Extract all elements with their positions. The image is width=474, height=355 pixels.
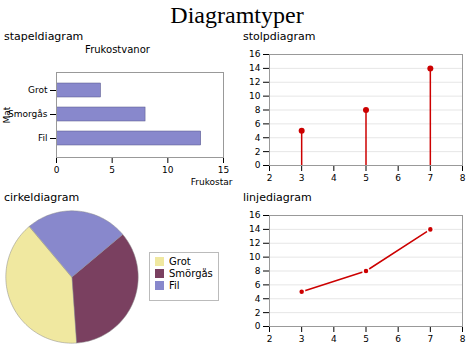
svg-text:4: 4 xyxy=(255,133,261,143)
svg-text:0: 0 xyxy=(255,321,261,331)
svg-text:Frukostar: Frukostar xyxy=(191,177,233,187)
svg-text:6: 6 xyxy=(255,119,261,129)
svg-text:2: 2 xyxy=(255,147,261,157)
svg-text:0: 0 xyxy=(255,160,261,170)
svg-text:4: 4 xyxy=(331,334,337,344)
svg-text:2: 2 xyxy=(255,308,261,318)
html-text:Diagramtyper: Diagramtyper xyxy=(170,2,304,28)
html-text:Fil: Fil xyxy=(169,280,180,291)
html-text:linjediagram: linjediagram xyxy=(243,191,312,204)
svg-text:15: 15 xyxy=(218,165,229,175)
svg-text:Smorgås: Smorgås xyxy=(8,109,48,119)
svg-text:4: 4 xyxy=(331,173,337,183)
html-text:Frukostvanor: Frukostvanor xyxy=(85,44,150,55)
svg-text:8: 8 xyxy=(255,266,261,276)
svg-text:4: 4 xyxy=(255,294,261,304)
svg-text:8: 8 xyxy=(255,105,261,115)
svg-text:5: 5 xyxy=(109,165,115,175)
svg-text:14: 14 xyxy=(249,63,261,73)
svg-text:6: 6 xyxy=(395,334,401,344)
svg-text:2: 2 xyxy=(267,334,273,344)
svg-text:0: 0 xyxy=(54,165,60,175)
html-text:Smörgås: Smörgås xyxy=(169,268,213,279)
svg-text:5: 5 xyxy=(363,334,369,344)
svg-text:6: 6 xyxy=(255,280,261,290)
svg-text:8: 8 xyxy=(460,334,466,344)
svg-text:14: 14 xyxy=(249,224,261,234)
svg-text:3: 3 xyxy=(299,334,305,344)
svg-text:7: 7 xyxy=(427,334,433,344)
html-text:stolpdiagram: stolpdiagram xyxy=(243,30,316,43)
svg-text:12: 12 xyxy=(249,77,260,87)
svg-text:8: 8 xyxy=(460,173,466,183)
html-text:cirkeldiagram: cirkeldiagram xyxy=(4,191,80,204)
svg-text:Fil: Fil xyxy=(38,133,48,143)
svg-text:16: 16 xyxy=(249,49,261,59)
svg-text:6: 6 xyxy=(395,173,401,183)
svg-text:12: 12 xyxy=(249,238,260,248)
svg-text:10: 10 xyxy=(162,165,174,175)
svg-text:16: 16 xyxy=(249,210,261,220)
svg-text:5: 5 xyxy=(363,173,369,183)
svg-text:10: 10 xyxy=(249,91,261,101)
svg-text:Grot: Grot xyxy=(28,85,48,95)
svg-text:2: 2 xyxy=(267,173,273,183)
svg-text:3: 3 xyxy=(299,173,305,183)
html-text:Grot: Grot xyxy=(169,256,191,267)
svg-text:7: 7 xyxy=(427,173,433,183)
svg-text:10: 10 xyxy=(249,252,261,262)
svg-text:Mat: Mat xyxy=(2,106,12,123)
html-text:stapeldiagram: stapeldiagram xyxy=(4,30,84,43)
